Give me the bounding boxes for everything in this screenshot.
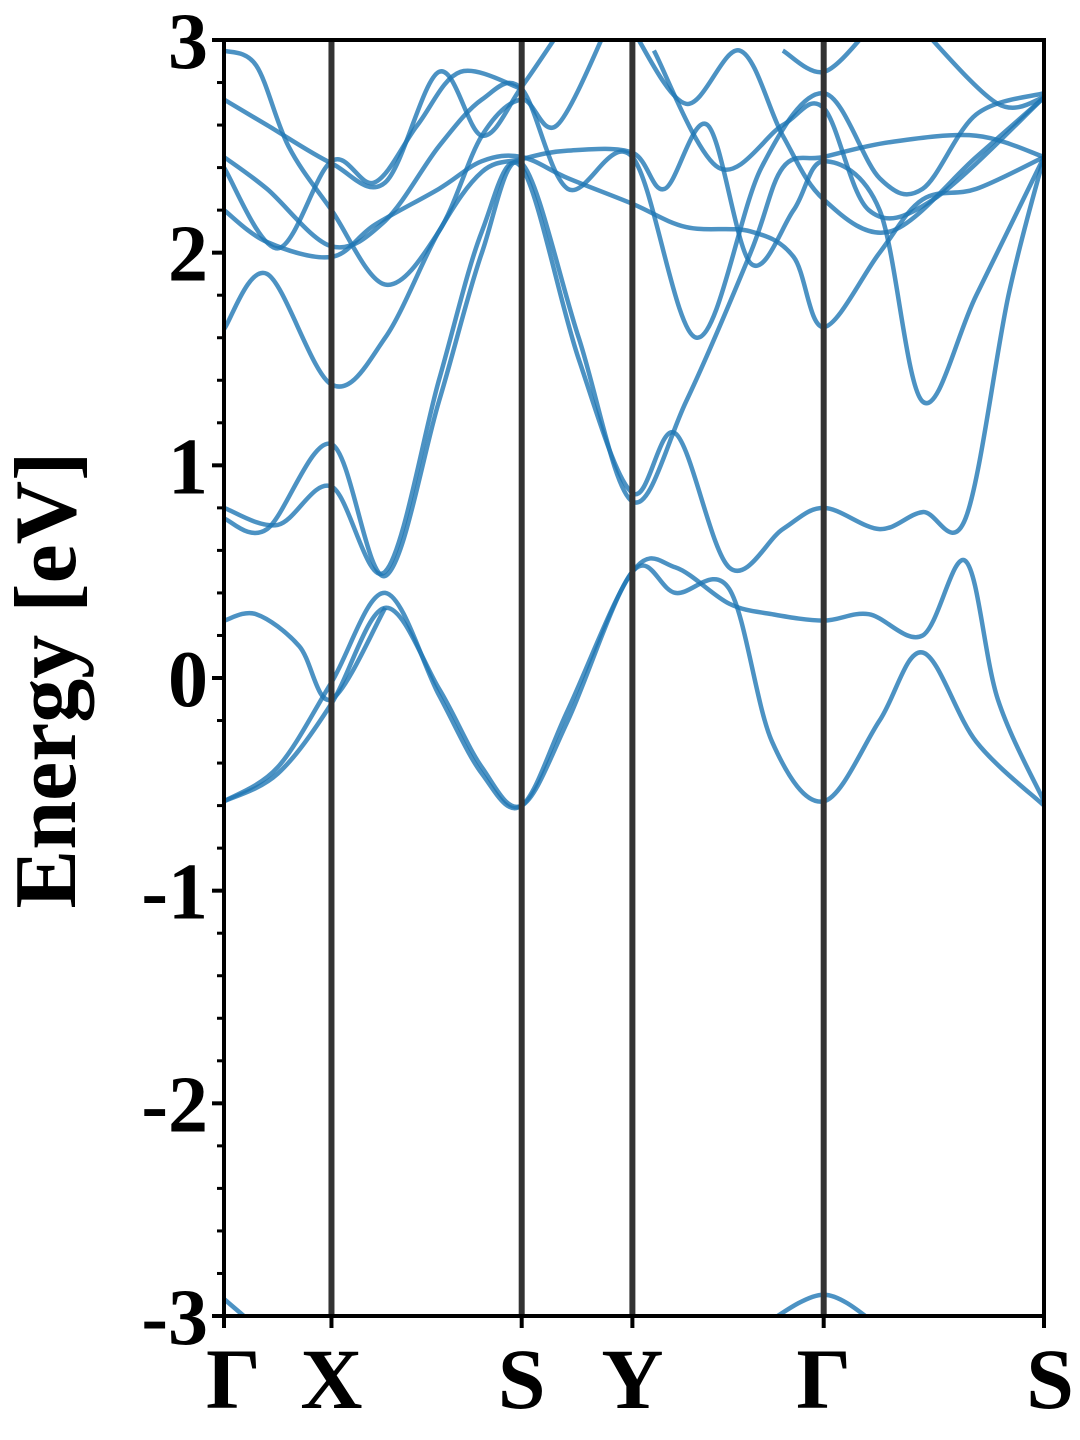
band-line-15 (929, 40, 1044, 110)
y-tick-label: -1 (141, 849, 208, 937)
band-line-17 (773, 1292, 870, 1316)
x-tick-label-S: S (498, 1331, 546, 1427)
band-line-6 (224, 121, 1044, 406)
x-tick-label-Γ: Γ (206, 1331, 261, 1427)
band-line-10 (224, 40, 604, 287)
y-axis-label: Energy [eV] (0, 452, 95, 909)
band-line-7 (224, 153, 1044, 330)
x-tick-label-Y: Y (601, 1331, 663, 1427)
band-line-13 (224, 68, 523, 251)
y-tick-label: 2 (168, 211, 208, 299)
x-tick-label-S: S (1026, 1331, 1074, 1427)
y-tick-label: 1 (168, 423, 208, 511)
y-tick-label: -3 (141, 1274, 208, 1362)
y-tick-label: 0 (168, 636, 208, 724)
x-tick-label-X: X (300, 1331, 362, 1427)
band-line-16 (224, 1297, 248, 1316)
band-line-3 (224, 606, 388, 702)
y-axis-ticks: -3 -2 -1 0 1 2 3 (141, 0, 224, 1362)
x-tick-label-Γ: Γ (796, 1331, 851, 1427)
y-tick-label: 3 (168, 0, 208, 86)
band-line-11 (636, 40, 1044, 235)
high-symmetry-lines (328, 40, 827, 1316)
y-tick-label: -2 (141, 1061, 208, 1149)
